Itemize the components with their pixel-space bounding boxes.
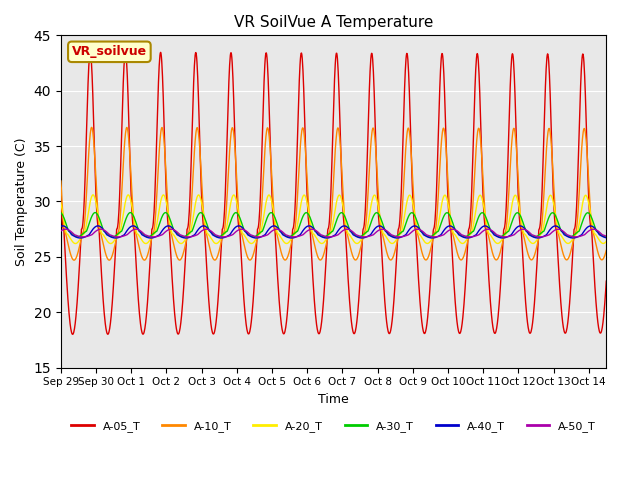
Y-axis label: Soil Temperature (C): Soil Temperature (C) [15, 137, 28, 266]
Text: VR_soilvue: VR_soilvue [72, 45, 147, 58]
Legend: A-05_T, A-10_T, A-20_T, A-30_T, A-40_T, A-50_T: A-05_T, A-10_T, A-20_T, A-30_T, A-40_T, … [67, 416, 600, 436]
X-axis label: Time: Time [318, 393, 349, 406]
Title: VR SoilVue A Temperature: VR SoilVue A Temperature [234, 15, 433, 30]
